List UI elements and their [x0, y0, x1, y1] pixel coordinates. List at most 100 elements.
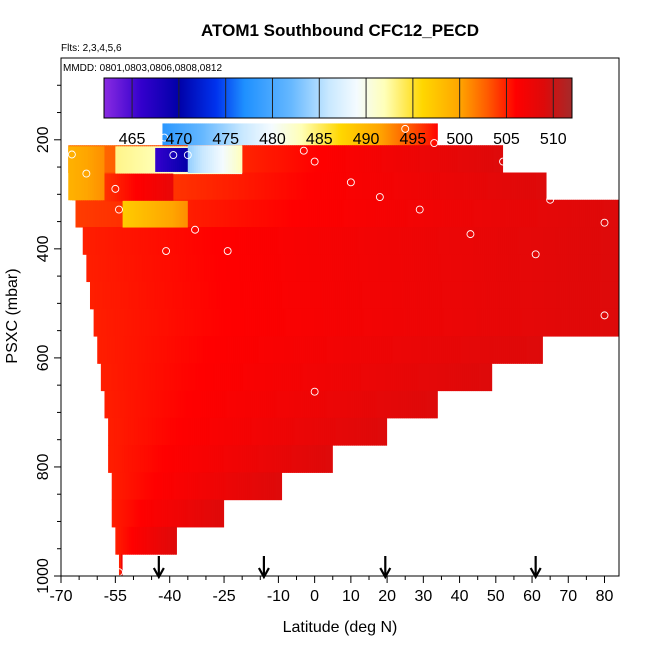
heatmap-cell — [457, 199, 461, 228]
heatmap-cell — [449, 281, 453, 310]
heatmap-cell — [379, 172, 383, 201]
heatmap-cell — [312, 227, 316, 255]
heatmap-cell — [450, 363, 454, 392]
heatmap-cell — [611, 199, 615, 228]
heatmap-cell — [404, 145, 407, 173]
heatmap-cell — [171, 173, 174, 202]
heatmap-cell — [511, 336, 514, 364]
heatmap-cell — [450, 227, 454, 255]
heatmap-cell — [116, 254, 119, 283]
heatmap-cell — [288, 445, 291, 473]
heatmap-cell — [276, 123, 280, 146]
heatmap-cell — [296, 145, 299, 173]
heatmap-cell — [260, 254, 263, 283]
heatmap-cell — [496, 145, 499, 173]
heatmap-cell — [275, 281, 279, 310]
heatmap-cell — [313, 308, 317, 337]
heatmap-cell — [254, 417, 257, 446]
heatmap-cell — [387, 199, 391, 228]
heatmap-cell — [149, 472, 153, 501]
heatmap-cell — [164, 417, 167, 446]
heatmap-cell — [194, 363, 198, 392]
heatmap-cell — [208, 363, 212, 392]
heatmap-cell — [268, 227, 272, 255]
heatmap-cell — [436, 390, 438, 419]
heatmap-cell — [573, 199, 577, 228]
heatmap-cell — [234, 254, 237, 283]
heatmap-cell — [203, 145, 207, 173]
heatmap-cell — [298, 123, 302, 146]
heatmap-cell — [615, 199, 619, 228]
heatmap-cell — [148, 417, 151, 446]
heatmap-cell — [191, 336, 194, 364]
heatmap-cell — [569, 308, 573, 337]
heatmap-cell — [478, 363, 482, 392]
heatmap-cell — [522, 254, 525, 283]
heatmap-cell — [464, 254, 467, 283]
heatmap-cell — [178, 200, 182, 228]
heatmap-cell — [161, 472, 165, 501]
heatmap-cell — [510, 254, 513, 283]
heatmap-cell — [147, 336, 150, 364]
heatmap-cell — [265, 472, 269, 501]
heatmap-cell — [457, 172, 461, 201]
heatmap-cell — [325, 172, 329, 201]
y-tick-label: 800 — [35, 454, 52, 481]
heatmap-cell — [223, 199, 227, 228]
heatmap-cell — [507, 172, 511, 201]
heatmap-cell — [259, 472, 263, 501]
heatmap-cell — [234, 363, 238, 392]
heatmap-cell — [518, 254, 521, 283]
heatmap-cell — [592, 227, 596, 255]
heatmap-cell — [106, 254, 109, 283]
heatmap-cell — [89, 281, 93, 310]
heatmap-cell — [346, 145, 349, 173]
heatmap-cell — [278, 227, 282, 255]
heatmap-cell — [486, 145, 489, 173]
heatmap-cell — [331, 336, 334, 364]
heatmap-cell — [519, 308, 523, 337]
heatmap-cell — [363, 281, 367, 310]
heatmap-cell — [316, 227, 320, 255]
heatmap-cell — [603, 308, 607, 337]
heatmap-cell — [272, 390, 276, 419]
heatmap-cell — [333, 199, 337, 228]
heatmap-cell — [181, 172, 185, 201]
heatmap-cell — [502, 227, 506, 255]
heatmap-cell — [525, 199, 529, 228]
heatmap-cell — [375, 199, 379, 228]
heatmap-cell — [395, 336, 398, 364]
heatmap-cell — [164, 227, 168, 255]
heatmap-cell — [107, 173, 110, 202]
heatmap-cell — [182, 445, 185, 473]
heatmap-cell — [208, 123, 212, 146]
heatmap-cell — [417, 281, 421, 310]
x-tick-label: 30 — [414, 588, 432, 605]
heatmap-cell — [465, 281, 469, 310]
heatmap-cell — [362, 363, 366, 392]
heatmap-cell — [242, 417, 245, 446]
heatmap-cell — [298, 417, 301, 446]
marker-arrow-head — [379, 567, 392, 580]
heatmap-cell — [235, 172, 239, 201]
heatmap-cell — [358, 390, 362, 419]
heatmap-cell — [298, 145, 301, 173]
heatmap-cell — [130, 227, 134, 255]
heatmap-cell — [171, 281, 175, 310]
heatmap-cell — [525, 281, 529, 310]
heatmap-cell — [203, 199, 207, 228]
heatmap-cell — [125, 336, 128, 364]
heatmap-cell — [604, 227, 608, 255]
heatmap-cell — [397, 281, 401, 310]
heatmap-cell — [248, 363, 252, 392]
heatmap-cell — [199, 172, 203, 201]
heatmap-cell — [148, 363, 152, 392]
heatmap-cell — [324, 227, 328, 255]
heatmap-cell — [108, 363, 112, 392]
heatmap-cell — [214, 390, 218, 419]
heatmap-cell — [144, 445, 147, 473]
heatmap-cell — [354, 123, 358, 146]
heatmap-cell — [286, 227, 290, 255]
heatmap-cell — [277, 308, 281, 337]
heatmap-cell — [220, 363, 224, 392]
